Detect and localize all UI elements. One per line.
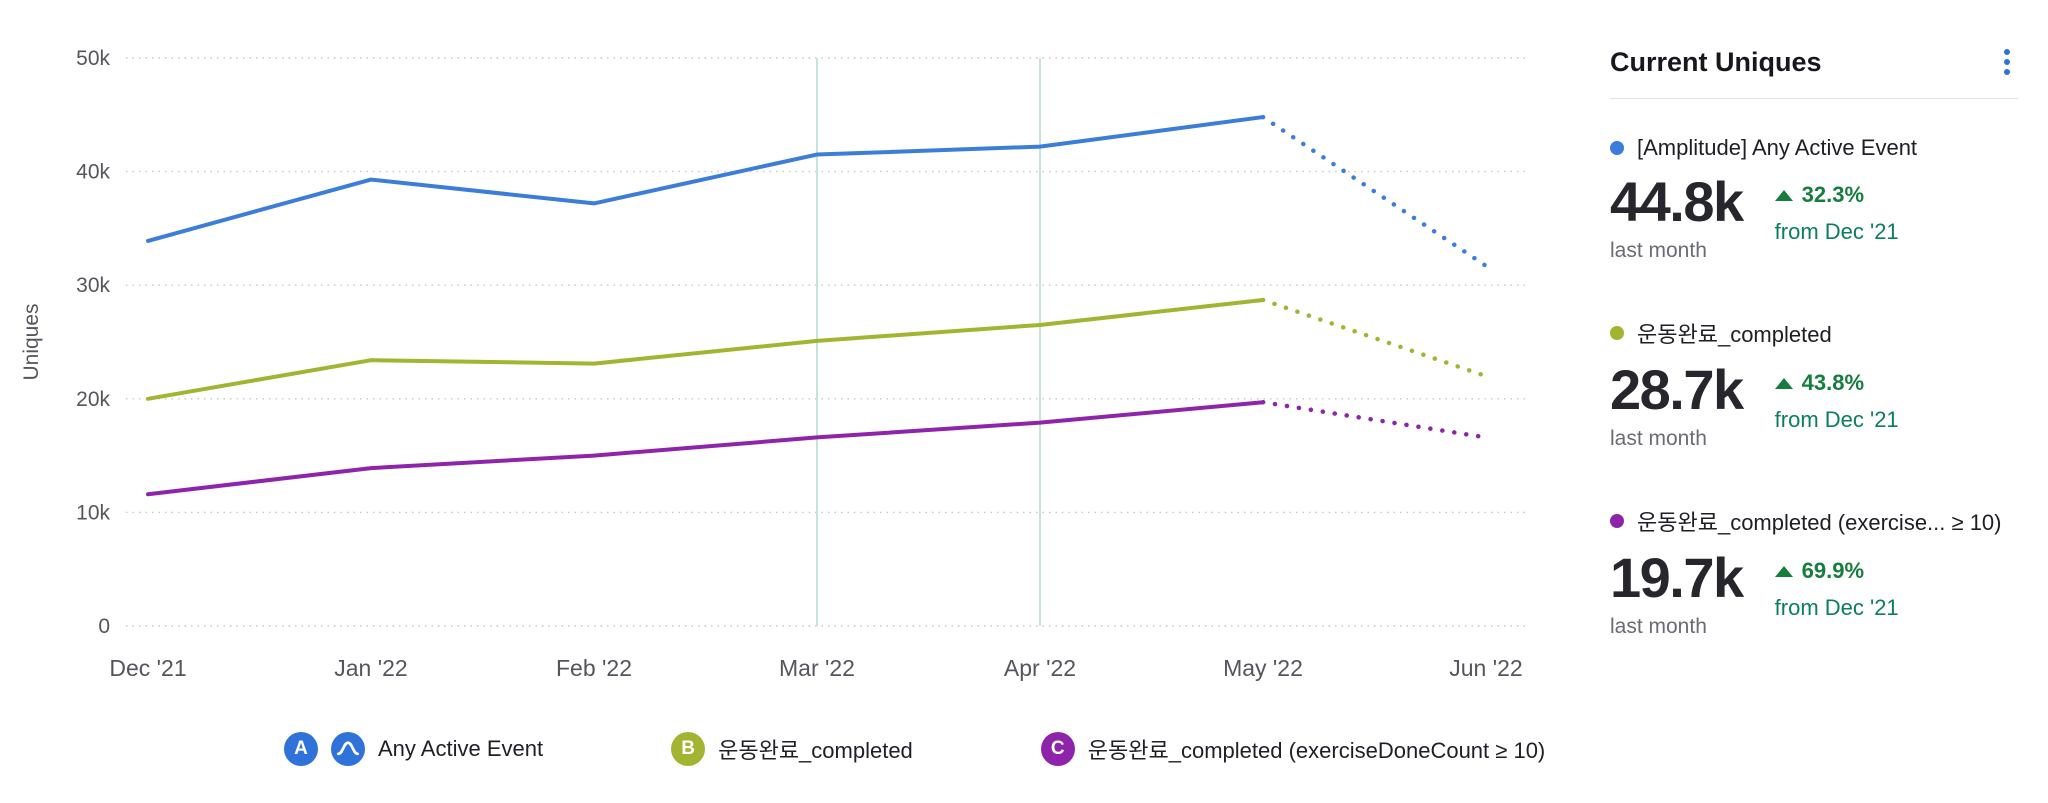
panel-divider (1610, 98, 2018, 99)
amplitude-logo-icon (331, 732, 365, 766)
legend-item-any-active-event[interactable]: A Any Active Event (284, 732, 543, 766)
legend-item-completed-gte10[interactable]: C 운동완료_completed (exerciseDoneCount ≥ 10… (1040, 732, 1546, 766)
svg-text:Jun '22: Jun '22 (1449, 655, 1522, 681)
svg-text:0: 0 (98, 615, 110, 638)
chart-area: 0 10k 20k 30k 40k 50k Dec '21 Jan '22 Feb '22 Mar… (18, 14, 1610, 766)
svg-text:50k: 50k (76, 47, 110, 70)
svg-text:40k: 40k (76, 161, 110, 184)
stat-delta-value: 32.3% (1801, 182, 1865, 207)
series-color-dot (1610, 141, 1624, 155)
stat-period: last month (1610, 239, 1707, 262)
svg-text:Dec '21: Dec '21 (109, 655, 186, 681)
svg-text:20k: 20k (76, 388, 110, 411)
series-color-dot (1610, 326, 1624, 340)
svg-text:Apr '22: Apr '22 (1004, 655, 1076, 681)
stat-delta: 69.9% (1774, 558, 1899, 584)
current-uniques-panel: Current Uniques [Amplitude] Any Active E… (1610, 44, 2048, 766)
stat-event-name: 운동완료_completed (exercise... ≥ 10) (1637, 510, 2002, 535)
stat-delta: 43.8% (1774, 370, 1899, 396)
stat-from: from Dec '21 (1774, 595, 1899, 620)
series-b-badge: B (671, 732, 706, 766)
stat-from: from Dec '21 (1774, 219, 1899, 244)
increase-arrow-icon (1774, 565, 1793, 577)
stat-delta-value: 69.9% (1801, 558, 1865, 583)
stat-from: from Dec '21 (1774, 407, 1899, 432)
svg-text:30k: 30k (76, 274, 110, 297)
svg-text:Feb '22: Feb '22 (556, 655, 632, 681)
stat-value: 28.7k (1610, 358, 1744, 421)
legend-label: 운동완료_completed (718, 738, 913, 763)
series-color-dot (1610, 514, 1624, 528)
legend-label: Any Active Event (378, 736, 544, 761)
svg-text:Mar '22: Mar '22 (779, 655, 855, 681)
stat-block-any-active-event: [Amplitude] Any Active Event 44.8k last … (1610, 135, 2018, 263)
svg-text:10k: 10k (76, 501, 110, 524)
increase-arrow-icon (1774, 189, 1793, 201)
stat-block-completed: 운동완료_completed 28.7k last month 43.8% fr… (1610, 317, 2018, 451)
stat-event-name: 운동완료_completed (1637, 322, 1832, 347)
kebab-menu-icon[interactable] (1996, 44, 2018, 80)
stat-value: 19.7k (1610, 546, 1744, 609)
panel-title: Current Uniques (1610, 46, 1822, 77)
uniques-line-chart[interactable]: 0 10k 20k 30k 40k 50k Dec '21 Jan '22 Feb '22 Mar… (18, 14, 1578, 706)
analytics-card: 0 10k 20k 30k 40k 50k Dec '21 Jan '22 Feb '22 Mar… (18, 14, 2048, 766)
stat-delta: 32.3% (1774, 182, 1899, 208)
svg-text:May '22: May '22 (1223, 655, 1303, 681)
svg-text:Uniques: Uniques (20, 303, 43, 380)
series-a-badge: A (284, 732, 318, 766)
legend-item-completed[interactable]: B 운동완료_completed (671, 732, 913, 766)
stat-delta-value: 43.8% (1801, 370, 1865, 395)
series-c-badge: C (1040, 732, 1075, 766)
stat-block-completed-gte10: 운동완료_completed (exercise... ≥ 10) 19.7k … (1610, 505, 2018, 639)
svg-text:Jan '22: Jan '22 (334, 655, 407, 681)
stat-period: last month (1610, 615, 1707, 638)
stat-value: 44.8k (1610, 170, 1744, 233)
chart-legend: A Any Active Event B 운동완료_completed C 운동… (18, 732, 1610, 766)
stat-event-name: [Amplitude] Any Active Event (1637, 135, 1918, 160)
legend-label: 운동완료_completed (exerciseDoneCount ≥ 10) (1087, 738, 1546, 763)
stat-period: last month (1610, 427, 1707, 450)
increase-arrow-icon (1774, 377, 1793, 389)
